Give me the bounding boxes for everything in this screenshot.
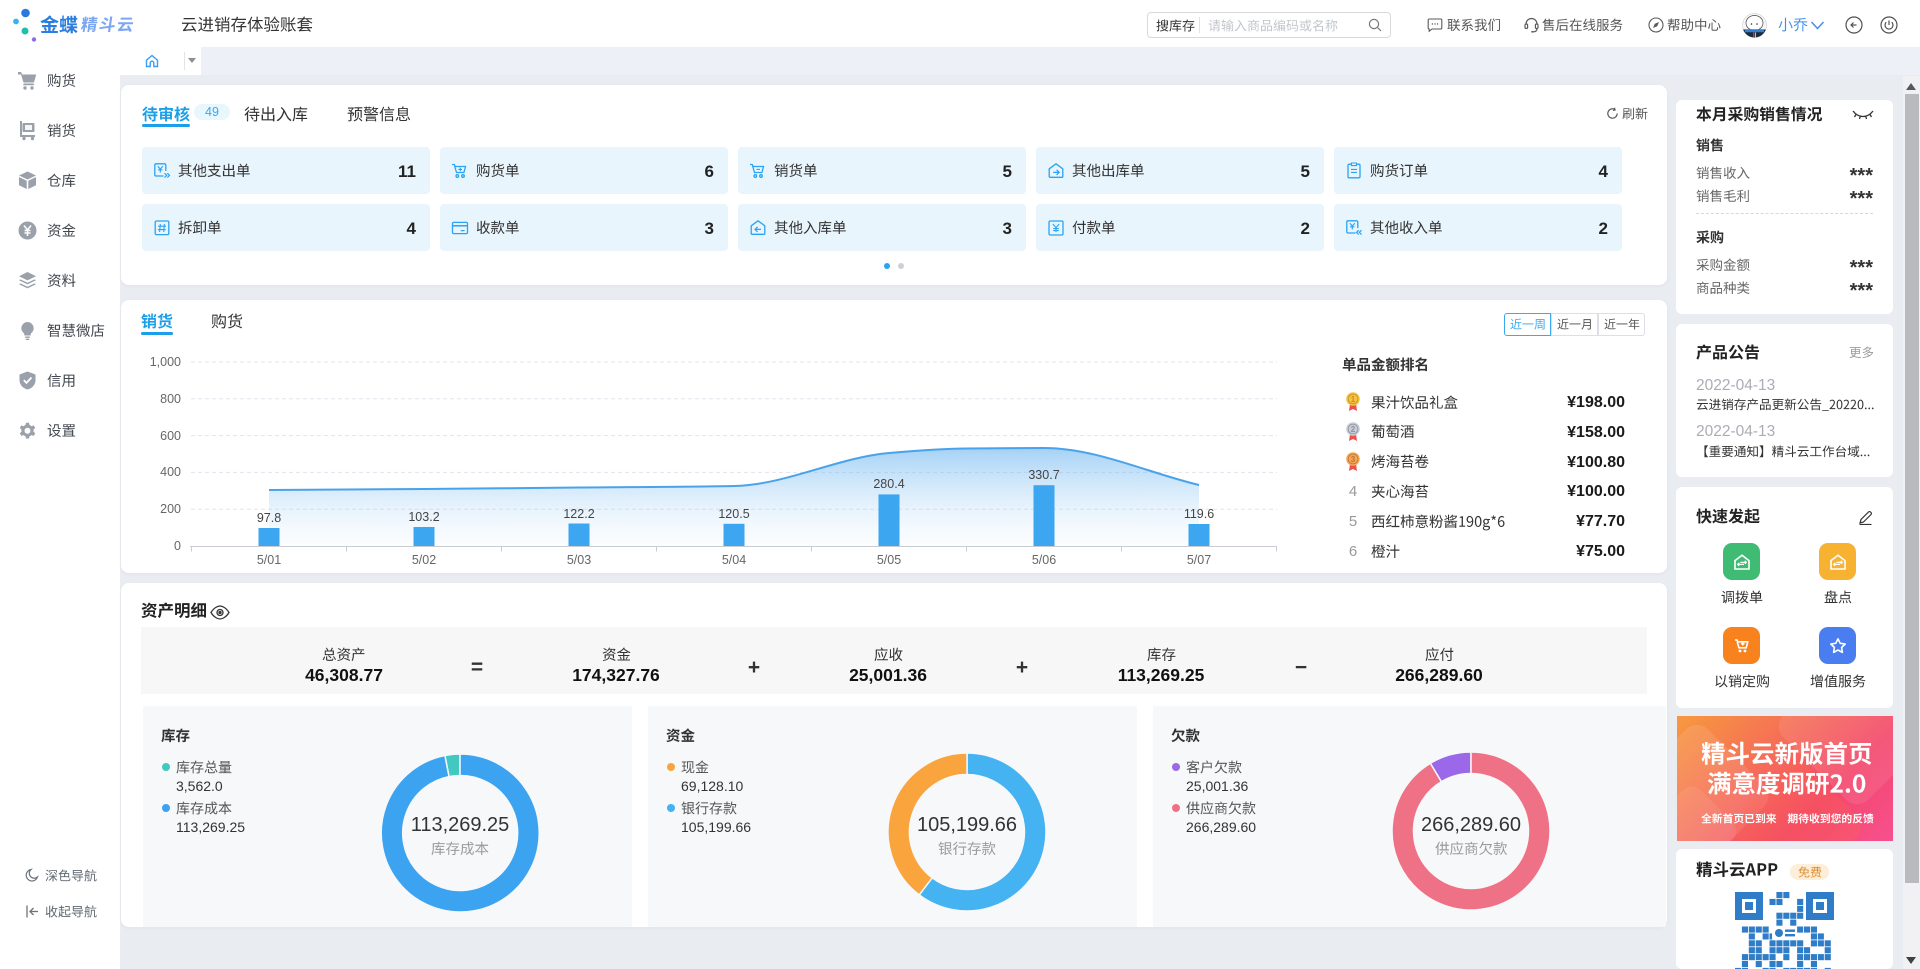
svg-text:1: 1: [1351, 395, 1356, 404]
svg-text:2: 2: [1351, 425, 1356, 434]
svg-text:3: 3: [1351, 454, 1356, 463]
